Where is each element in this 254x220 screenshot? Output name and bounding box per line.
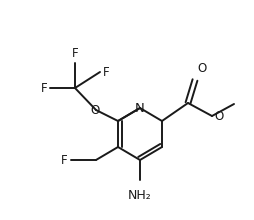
Text: NH₂: NH₂	[128, 189, 152, 202]
Text: F: F	[72, 47, 78, 60]
Text: F: F	[40, 81, 47, 95]
Text: O: O	[90, 103, 100, 117]
Text: F: F	[61, 154, 68, 167]
Text: F: F	[103, 66, 110, 79]
Text: O: O	[197, 62, 206, 75]
Text: O: O	[214, 110, 223, 123]
Text: N: N	[135, 101, 145, 114]
